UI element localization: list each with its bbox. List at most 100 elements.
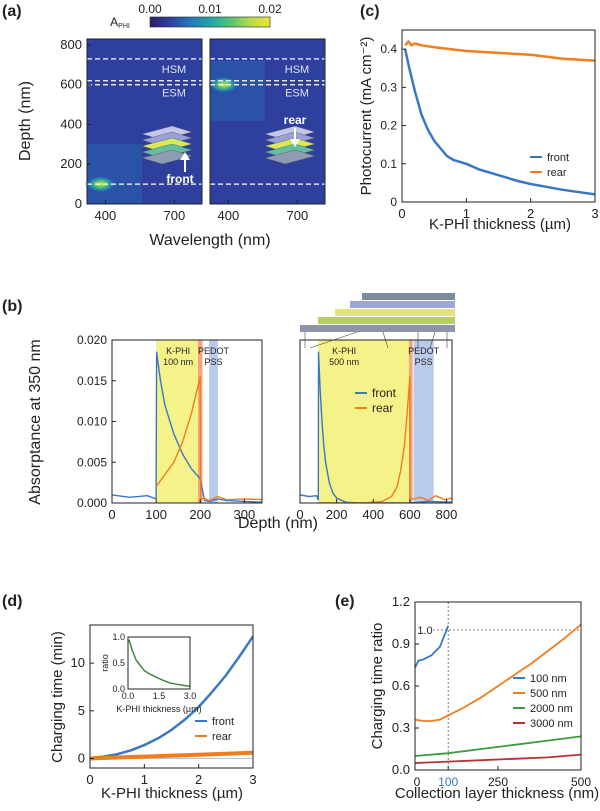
series-line [415,735,581,757]
kphi-label: 100 nm [163,357,193,367]
x-tick-label: 400 [362,507,384,522]
y-tick-label: 0.000 [77,496,107,510]
leader-line [429,331,436,349]
colorbar-label-sub: PHI [118,23,130,30]
y-tick-label: 600 [60,77,82,92]
heatmap-hotspot [84,175,117,194]
leader-line [309,331,358,349]
panel-label: (d) [2,593,22,610]
inset-x-tick-label: 1.5 [153,691,166,701]
heatmap-background [210,39,325,204]
y-tick-label: 1.2 [392,594,410,609]
ref-line-label: 1.0 [417,625,432,637]
y-tick-label: 0 [390,195,397,209]
device-layer [362,293,455,300]
series-line-rear [90,750,253,761]
legend-entry-label: front [547,152,569,164]
panel-label: (b) [2,298,22,315]
device-layer [335,309,455,316]
interface-band [408,340,413,503]
layer-label: ESM [285,88,309,100]
plot-frame [89,624,254,769]
x-axis-label: K-PHI thickness (µm) [101,785,243,802]
inset-background [128,637,190,689]
colorbar-tick-label: 0.01 [198,2,222,16]
heatmap-glow [87,144,142,205]
x-tick-label: 0 [108,507,115,522]
series-line-front [403,48,595,196]
x-tick-label: 100 [145,507,167,522]
x-tick-label: 700 [164,208,186,223]
device-layer [141,149,193,165]
panel-label: (e) [335,593,355,610]
colorbar-tick-label: 0.02 [258,2,282,16]
annotation-rear: rear [284,113,307,127]
y-tick-label: 400 [60,116,82,131]
device-layer [350,301,455,308]
y-axis-label: Charging time (min) [49,631,66,763]
x-tick-label: 1 [463,206,470,221]
series-line [415,625,450,669]
device-layer [300,325,455,332]
leader-line [382,331,389,349]
x-axis-label: Wavelength (nm) [149,232,270,249]
x-tick-label: 2 [527,206,534,221]
y-tick-label: 0.3 [380,80,397,94]
x-tick-label: 600 [399,507,421,522]
legend-entry-label: 2000 nm [530,703,573,715]
y-tick-label: 5 [78,703,85,718]
inset-y-axis-label: ratio [100,654,110,672]
x-axis-label: Collection layer thickness (nm) [395,785,599,802]
x-tick-label: 100 [438,775,458,789]
plot-frame [299,339,453,504]
series-line-rear [404,40,595,62]
y-tick-label: 0.005 [77,455,107,469]
inset-y-tick-label: 0.0 [112,684,125,694]
x-tick-label: 0 [398,206,405,221]
inset-x-axis-label: K-PHI thickness (µm) [116,704,201,714]
plot-frame [401,29,596,203]
x-tick-label: 0 [414,775,421,789]
series-line-front [112,351,262,503]
y-tick-label: 0.015 [77,374,107,388]
y-axis-label: Absorptance at 350 nm [27,339,44,504]
kphi-label: K-PHI [166,346,190,356]
series-line-rear [318,376,452,503]
y-tick-label: 0.6 [392,678,410,693]
x-tick-label: 1 [141,772,148,787]
heatmap-frame [209,38,326,205]
x-tick-label: 500 [571,775,591,789]
inset-x-tick-label: 3.0 [184,691,197,701]
legend-entry-label: rear [212,731,232,743]
pedot-band [413,340,434,503]
x-tick-label: 250 [488,775,508,789]
x-tick-label: 3 [249,772,256,787]
y-axis-label: Depth (nm) [17,81,34,161]
layer-label: HSM [285,64,309,76]
device-layer [264,149,316,165]
kphi-label: K-PHI [332,346,356,356]
x-tick-label: 700 [287,208,309,223]
kphi-label: 500 nm [329,357,359,367]
y-tick-label: 0.0 [392,762,410,777]
y-tick-label: 800 [60,37,82,52]
y-tick-label: 200 [60,156,82,171]
legend-entry-label: front [212,716,234,728]
heatmap-frame [86,38,203,205]
y-tick-label: 0.9 [392,636,410,651]
x-tick-label: 400 [218,208,240,223]
arrow-head-icon [180,152,190,160]
heatmap-hotspot [207,75,240,94]
series-line [415,753,581,764]
y-tick-label: 0 [78,750,85,765]
colorbar-label-main: A [110,15,118,29]
layer-label: ESM [162,88,186,100]
x-tick-label: 400 [95,208,117,223]
x-tick-label: 2 [195,772,202,787]
x-tick-label: 0 [296,507,303,522]
x-axis-label: Depth (nm) [238,515,318,532]
y-axis-label: Charging time ratio [369,623,386,750]
annotation-front: front [166,172,193,186]
x-tick-label: 800 [436,507,458,522]
series-line-front [300,351,452,503]
